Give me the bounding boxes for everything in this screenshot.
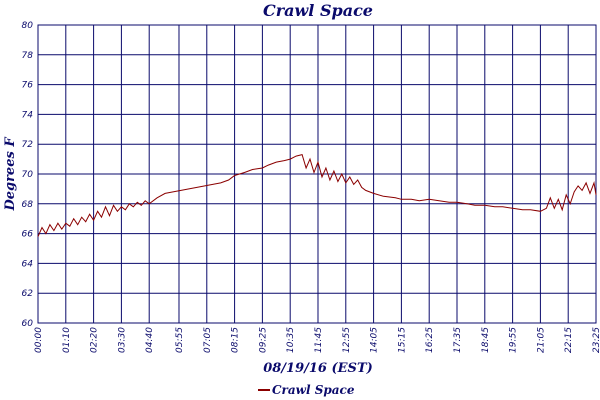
x-tick-label: 09:25 bbox=[258, 327, 268, 353]
x-tick-label: 03:30 bbox=[117, 327, 127, 353]
x-tick-label: 11:45 bbox=[314, 327, 324, 353]
x-tick-label: 05:55 bbox=[175, 327, 185, 353]
y-axis-label: Degrees F bbox=[3, 137, 18, 212]
x-tick-label: 08:15 bbox=[231, 327, 241, 353]
x-tick-label: 16:25 bbox=[425, 327, 435, 353]
x-tick-label: 22:15 bbox=[564, 327, 574, 353]
plot-area-border bbox=[37, 24, 597, 324]
x-tick-label: 14:05 bbox=[370, 327, 380, 353]
y-tick-label: 64 bbox=[22, 259, 34, 269]
x-tick-labels: 00:00 01:10 02:20 03:30 04:40 05:55 07:05 08:15… bbox=[34, 327, 600, 353]
x-tick-label: 12:55 bbox=[342, 327, 352, 353]
x-tick-label: 23:25 bbox=[592, 327, 600, 353]
y-tick-label: 72 bbox=[22, 140, 34, 150]
y-tick-label: 66 bbox=[22, 230, 34, 240]
y-tick-label: 74 bbox=[22, 110, 34, 120]
chart-title: Crawl Space bbox=[263, 1, 373, 20]
x-axis-label: 08/19/16 (EST) bbox=[263, 361, 373, 376]
x-tick-label: 02:20 bbox=[90, 327, 100, 353]
legend-label: Crawl Space bbox=[272, 383, 355, 397]
y-tick-label: 60 bbox=[22, 319, 34, 329]
y-tick-label: 78 bbox=[22, 51, 34, 61]
series-line-crawl-space bbox=[37, 153, 597, 237]
y-tick-label: 62 bbox=[22, 289, 34, 299]
x-tick-label: 17:35 bbox=[453, 327, 463, 353]
x-tick-label: 15:15 bbox=[397, 327, 407, 353]
y-tick-labels: 60 62 64 66 68 70 72 74 76 78 80 bbox=[22, 21, 34, 329]
y-tick-label: 68 bbox=[22, 200, 34, 210]
grid bbox=[37, 24, 597, 324]
x-tick-label: 18:45 bbox=[481, 327, 491, 353]
x-tick-label: 01:10 bbox=[62, 327, 72, 353]
y-tick-label: 70 bbox=[22, 170, 34, 180]
x-tick-label: 10:35 bbox=[286, 327, 296, 353]
x-tick-label: 07:05 bbox=[203, 327, 213, 353]
y-tick-label: 80 bbox=[22, 21, 34, 31]
x-tick-label: 19:55 bbox=[509, 327, 519, 353]
x-tick-label: 00:00 bbox=[34, 327, 44, 353]
y-tick-label: 76 bbox=[22, 81, 34, 91]
legend: Crawl Space bbox=[258, 383, 355, 397]
x-tick-label: 04:40 bbox=[145, 327, 155, 353]
x-tick-label: 21:05 bbox=[536, 327, 546, 353]
